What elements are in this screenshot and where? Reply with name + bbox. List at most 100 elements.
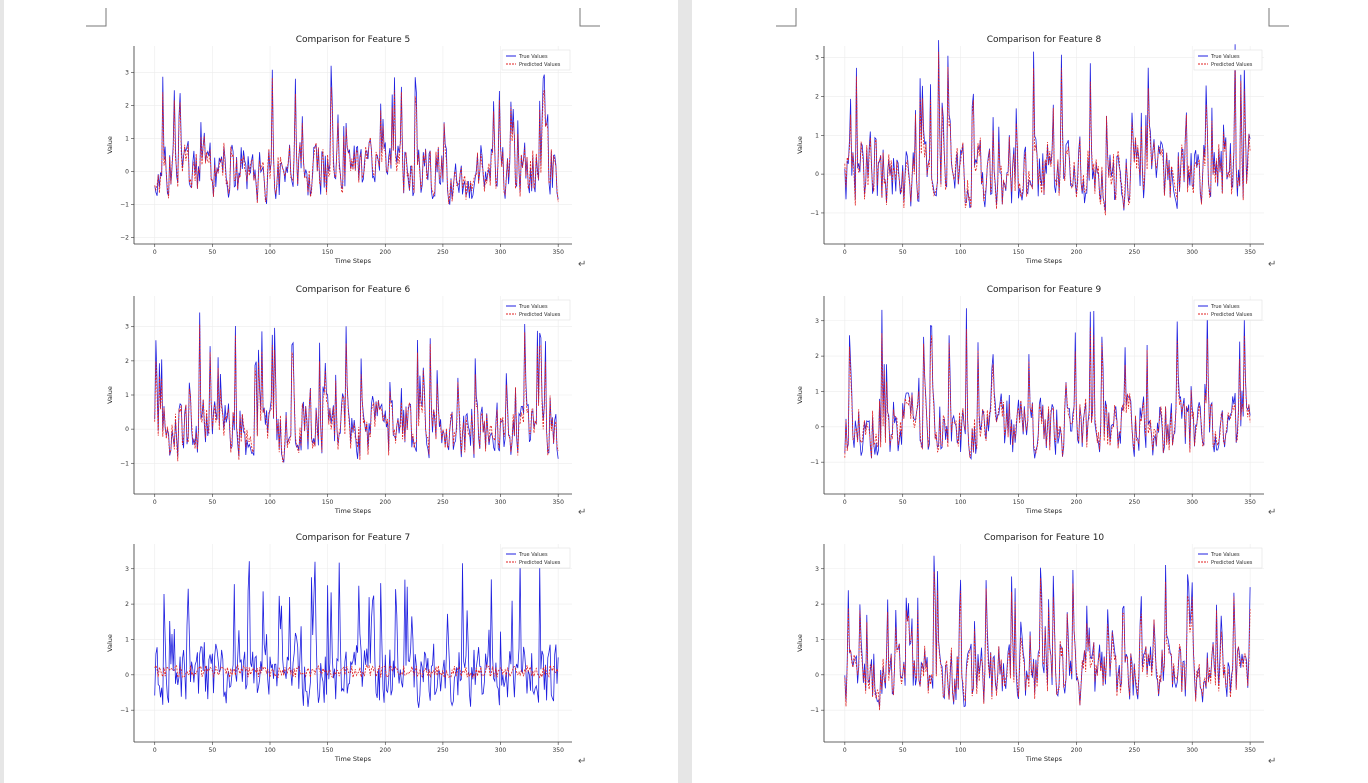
y-axis-label: Value — [796, 386, 804, 404]
series-line-true-values — [154, 561, 559, 708]
x-tick-label: 250 — [437, 747, 449, 754]
x-axis-label: Time Steps — [334, 257, 372, 265]
y-tick-label: 3 — [125, 566, 129, 573]
x-tick-label: 150 — [1013, 249, 1025, 256]
chart-feature-7: Comparison for Feature 7 0 50 100 150 200 250 3… — [106, 533, 572, 763]
y-tick-label: −1 — [120, 201, 129, 208]
x-axis-label: Time Steps — [1025, 755, 1063, 763]
x-tick-label: 100 — [955, 499, 967, 506]
x-axis-label: Time Steps — [334, 755, 372, 763]
chart-grid — [824, 46, 1264, 244]
chart-title: Comparison for Feature 8 — [987, 35, 1102, 45]
paragraph-return-mark: ↵ — [1268, 756, 1277, 767]
y-tick-label: −1 — [810, 707, 819, 714]
legend-entry: Predicted Values — [519, 62, 561, 68]
paragraph-return-mark: ↵ — [1268, 259, 1277, 270]
x-tick-label: 50 — [899, 499, 907, 506]
chart-feature-8: Comparison for Feature 8 0 50 100 150 200 250 3… — [796, 35, 1264, 265]
x-axis-label: Time Steps — [334, 507, 372, 515]
x-tick-label: 0 — [843, 747, 847, 754]
x-tick-label: 300 — [495, 747, 507, 754]
series-line-predicted-values — [154, 664, 559, 679]
y-tick-label: −1 — [810, 210, 819, 217]
chart-title: Comparison for Feature 10 — [984, 533, 1105, 543]
legend-entry: True Values — [518, 54, 548, 60]
legend-entry: Predicted Values — [519, 312, 561, 318]
chart-grid — [824, 296, 1264, 494]
chart-feature-9: Comparison for Feature 9 0 50 100 150 200 250 3… — [796, 285, 1264, 515]
y-tick-label: −1 — [120, 707, 129, 714]
crop-mark-top-left — [86, 8, 107, 27]
x-tick-label: 300 — [495, 249, 507, 256]
x-tick-label: 0 — [153, 747, 157, 754]
x-tick-label: 150 — [322, 747, 334, 754]
y-tick-label: 1 — [815, 636, 819, 643]
x-tick-label: 350 — [552, 249, 564, 256]
y-tick-label: 0 — [125, 168, 129, 175]
x-tick-label: 300 — [1186, 499, 1198, 506]
paragraph-return-mark: ↵ — [1268, 507, 1277, 518]
series-line-true-values — [154, 65, 559, 205]
x-tick-label: 50 — [209, 499, 217, 506]
x-tick-label: 50 — [209, 747, 217, 754]
y-axis-label: Value — [106, 634, 114, 652]
y-tick-label: 1 — [125, 392, 129, 399]
chart-legend: True Values Predicted Values — [1193, 49, 1263, 71]
legend-entry: Predicted Values — [1211, 312, 1253, 318]
x-tick-label: 50 — [209, 249, 217, 256]
x-tick-label: 150 — [1013, 747, 1025, 754]
y-tick-label: 1 — [815, 388, 819, 395]
x-tick-label: 0 — [843, 499, 847, 506]
y-tick-label: 3 — [815, 55, 819, 62]
x-tick-label: 100 — [955, 249, 967, 256]
chart-title: Comparison for Feature 5 — [296, 35, 411, 45]
y-tick-label: 2 — [125, 102, 129, 109]
y-tick-label: −1 — [810, 459, 819, 466]
chart-grid — [134, 46, 572, 244]
legend-entry: Predicted Values — [519, 560, 561, 566]
x-tick-label: 300 — [1186, 249, 1198, 256]
chart-legend: True Values Predicted Values — [501, 547, 571, 569]
x-tick-label: 100 — [955, 747, 967, 754]
y-axis-label: Value — [796, 136, 804, 154]
x-tick-label: 50 — [899, 249, 907, 256]
x-tick-label: 200 — [380, 249, 392, 256]
document-page-right: Comparison for Feature 8 0 50 100 150 200 250 3… — [692, 0, 1368, 783]
x-tick-label: 0 — [153, 249, 157, 256]
x-tick-label: 0 — [843, 249, 847, 256]
y-tick-label: 3 — [125, 324, 129, 331]
paragraph-return-mark: ↵ — [578, 756, 587, 767]
y-tick-label: 2 — [125, 358, 129, 365]
x-tick-label: 250 — [437, 249, 449, 256]
y-tick-label: 2 — [815, 601, 819, 608]
chart-legend: True Values Predicted Values — [1193, 299, 1263, 321]
y-tick-label: 2 — [815, 353, 819, 360]
chart-feature-10: Comparison for Feature 10 0 50 100 150 200 250… — [796, 533, 1264, 763]
x-tick-label: 100 — [264, 747, 276, 754]
x-tick-label: 300 — [1186, 747, 1198, 754]
y-tick-label: 0 — [125, 672, 129, 679]
series-line-predicted-values — [844, 571, 1251, 711]
series-line-true-values — [844, 308, 1251, 461]
chart-feature-5: Comparison for Feature 5 0 50 100 150 200 250 3… — [106, 35, 572, 265]
x-tick-label: 200 — [380, 499, 392, 506]
x-tick-label: 100 — [264, 499, 276, 506]
x-tick-label: 300 — [495, 499, 507, 506]
chart-legend: True Values Predicted Values — [1193, 547, 1263, 569]
x-tick-label: 350 — [552, 747, 564, 754]
series-line-true-values — [154, 312, 559, 463]
legend-entry: True Values — [1210, 304, 1240, 310]
x-tick-label: 350 — [552, 499, 564, 506]
y-tick-label: −1 — [120, 460, 129, 467]
y-tick-label: 3 — [125, 69, 129, 76]
legend-entry: Predicted Values — [1211, 560, 1253, 566]
x-tick-label: 250 — [1129, 249, 1141, 256]
y-tick-label: 1 — [125, 636, 129, 643]
x-tick-label: 250 — [1129, 747, 1141, 754]
x-tick-label: 200 — [1071, 249, 1083, 256]
x-tick-label: 250 — [1129, 499, 1141, 506]
y-tick-label: 3 — [815, 566, 819, 573]
x-tick-label: 350 — [1244, 747, 1256, 754]
y-tick-label: 1 — [125, 135, 129, 142]
chart-title: Comparison for Feature 9 — [987, 285, 1102, 295]
